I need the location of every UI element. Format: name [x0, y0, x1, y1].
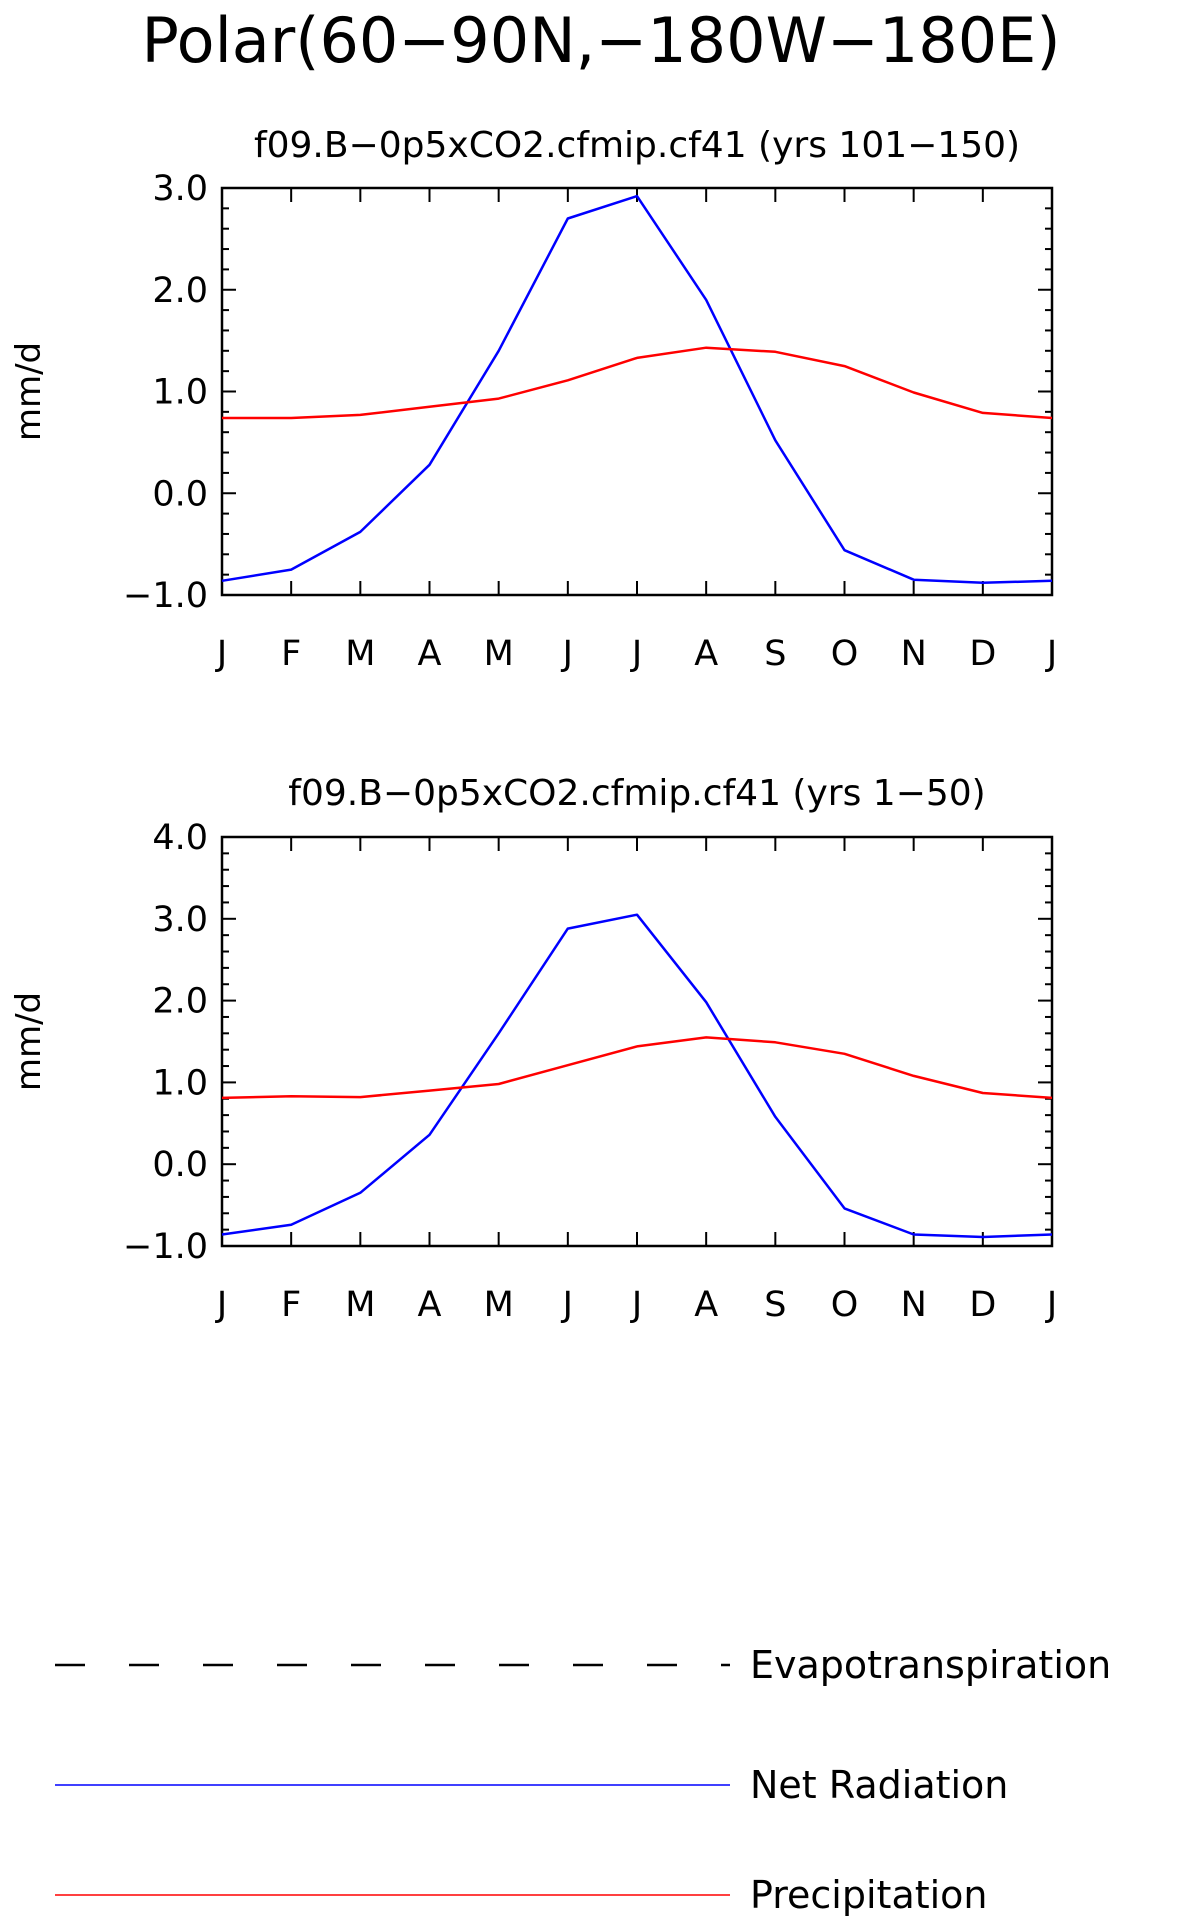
- x-tick-label: D: [969, 1285, 996, 1325]
- y-axis-label: mm/d: [9, 342, 49, 441]
- y-tick-label: 4.0: [152, 818, 208, 858]
- y-tick-label: 2.0: [152, 982, 208, 1022]
- x-tick-label: J: [1045, 634, 1057, 674]
- y-tick-label: 3.0: [152, 900, 208, 940]
- x-tick-label: J: [561, 1285, 573, 1325]
- panel-top: f09.B−0p5xCO2.cfmip.cf41 (yrs 101−150) mm…: [9, 125, 1057, 674]
- x-tick-label: A: [694, 634, 718, 674]
- x-tick-label: F: [281, 1285, 301, 1325]
- x-tick-label: M: [345, 634, 375, 674]
- x-tick-label: J: [215, 1285, 227, 1325]
- legend-label: Net Radiation: [750, 1763, 1008, 1807]
- panel-bottom: f09.B−0p5xCO2.cfmip.cf41 (yrs 1−50) mm/d −…: [9, 773, 1057, 1325]
- y-axis-label: mm/d: [9, 992, 49, 1091]
- y-tick-label: 0.0: [152, 1145, 208, 1185]
- figure-title: Polar(60−90N,−180W−180E): [141, 4, 1060, 77]
- x-tick-label: N: [901, 634, 927, 674]
- y-tick-label: 1.0: [152, 1063, 208, 1103]
- series-line-net-radiation: [221, 194, 1053, 585]
- x-tick-label: M: [345, 1285, 375, 1325]
- plot-frame: [220, 186, 1054, 597]
- x-tick-label: D: [969, 634, 996, 674]
- y-tick-label: 2.0: [152, 271, 208, 311]
- x-tick-label: M: [484, 634, 514, 674]
- plot-frame: [220, 835, 1054, 1248]
- x-tick-label: A: [418, 1285, 442, 1325]
- y-tick-label: −1.0: [123, 1227, 208, 1267]
- x-tick-label: O: [831, 1285, 859, 1325]
- x-tick-label: J: [630, 1285, 642, 1325]
- y-tick-label: −1.0: [123, 576, 208, 616]
- x-tick-label: J: [215, 634, 227, 674]
- legend-label: Evapotranspiration: [750, 1643, 1111, 1687]
- x-tick-label: J: [630, 634, 642, 674]
- series-line-precipitation: [222, 346, 1053, 420]
- legend: Evapotranspiration Net Radiation Precipita…: [55, 1643, 1111, 1917]
- panel-title: f09.B−0p5xCO2.cfmip.cf41 (yrs 101−150): [254, 125, 1020, 166]
- x-tick-label: F: [281, 634, 301, 674]
- x-tick-label: N: [901, 1285, 927, 1325]
- x-tick-label: S: [764, 634, 786, 674]
- series-line-net-radiation: [221, 913, 1053, 1239]
- x-tick-label: A: [694, 1285, 718, 1325]
- panel-title: f09.B−0p5xCO2.cfmip.cf41 (yrs 1−50): [288, 773, 985, 814]
- y-tick-label: 1.0: [152, 373, 208, 413]
- y-tick-label: 0.0: [152, 474, 208, 514]
- y-tick-label: 3.0: [152, 169, 208, 209]
- x-tick-label: O: [831, 634, 859, 674]
- x-tick-label: J: [1045, 1285, 1057, 1325]
- series-line-precipitation: [221, 1036, 1053, 1100]
- x-tick-label: J: [561, 634, 573, 674]
- x-tick-label: A: [418, 634, 442, 674]
- legend-label: Precipitation: [750, 1873, 988, 1917]
- x-tick-label: S: [764, 1285, 786, 1325]
- x-tick-label: M: [484, 1285, 514, 1325]
